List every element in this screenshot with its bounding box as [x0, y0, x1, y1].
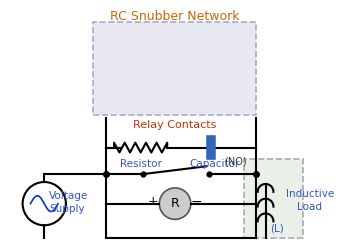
- Circle shape: [23, 182, 66, 225]
- Text: (NO): (NO): [224, 156, 247, 166]
- Text: −: −: [191, 195, 202, 209]
- Text: Capacitor: Capacitor: [189, 159, 240, 169]
- Text: Voltage: Voltage: [49, 191, 89, 201]
- Text: Resistor: Resistor: [120, 159, 162, 169]
- FancyBboxPatch shape: [93, 22, 256, 115]
- FancyBboxPatch shape: [244, 159, 303, 238]
- Text: +: +: [148, 195, 159, 208]
- Text: Inductive: Inductive: [286, 189, 334, 199]
- Text: (L): (L): [270, 223, 284, 233]
- Text: R: R: [171, 197, 179, 210]
- Text: Relay Contacts: Relay Contacts: [134, 120, 217, 130]
- Text: RC Snubber Network: RC Snubber Network: [110, 10, 240, 23]
- Text: Load: Load: [297, 202, 322, 212]
- Text: Supply: Supply: [49, 204, 85, 214]
- Circle shape: [159, 188, 191, 219]
